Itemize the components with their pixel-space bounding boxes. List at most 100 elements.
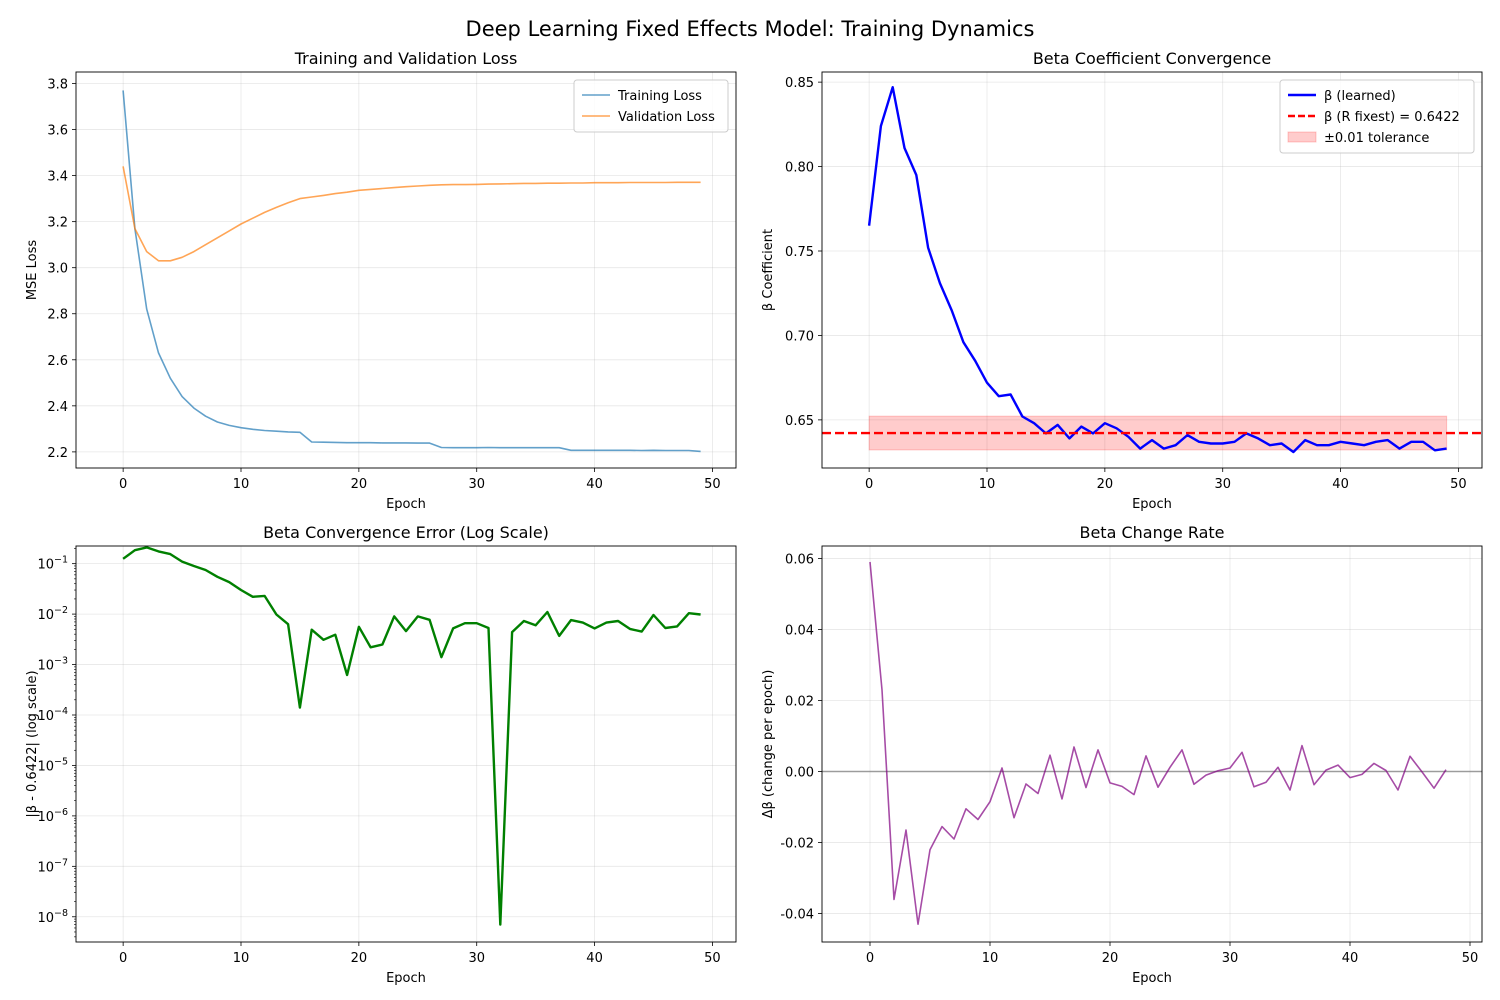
- legend: β (learned) β (R fixest) = 0.6422 ±0.01 to…: [1279, 79, 1475, 154]
- x-tick-label: 20: [351, 477, 368, 492]
- axes-frame: [75, 545, 737, 943]
- y-tick-exponent: −1: [54, 555, 68, 566]
- chart-1: 0 10 20 30 40 50 2.2 2.4 2.6 2.8 3.0 3.2 3.4 3.6 3.8 Tr…: [25, 49, 737, 512]
- y-tick-label: 10−8: [37, 908, 68, 926]
- y-tick-exponent: −5: [54, 756, 68, 767]
- chart-title: Beta Change Rate: [1079, 523, 1224, 542]
- x-axis-label: Epoch: [1132, 971, 1172, 986]
- x-tick-label: 20: [1102, 951, 1119, 966]
- axes-frame: [75, 71, 737, 469]
- x-tick-label: 40: [586, 951, 603, 966]
- y-tick-label: 0.06: [785, 552, 814, 567]
- y-tick-exponent: −6: [54, 807, 68, 818]
- y-tick-label: 10−6: [37, 807, 68, 825]
- x-tick-label: 30: [468, 477, 485, 492]
- x-tick-label: 20: [1097, 477, 1114, 492]
- x-tick-label: 50: [704, 477, 721, 492]
- chart-title: Beta Convergence Error (Log Scale): [263, 523, 549, 542]
- axes-frame: [821, 71, 1483, 469]
- x-tick-label: 40: [1342, 951, 1359, 966]
- y-tick-label: 2.4: [47, 400, 68, 415]
- plot-area: [76, 72, 736, 468]
- x-axis-label: Epoch: [386, 971, 426, 986]
- y-axis-label: |β - 0.6422| (log scale): [25, 670, 40, 817]
- plot-area: [822, 546, 1482, 942]
- x-tick-label: 20: [351, 951, 368, 966]
- x-tick-label: 0: [865, 477, 873, 492]
- y-tick-base: 10: [37, 860, 54, 875]
- series-line-1: [867, 85, 1447, 454]
- y-tick-base: 10: [37, 759, 54, 774]
- y-tick-label: 2.2: [47, 446, 68, 461]
- x-tick-label: 30: [468, 951, 485, 966]
- y-tick-label: 10−4: [37, 706, 68, 724]
- chart-3: 0 10 20 30 40 5010−810−710−610−510−410−310−21…: [25, 523, 737, 986]
- x-tick-label: 10: [982, 951, 999, 966]
- series-line-1: [122, 90, 701, 453]
- y-axis-label: MSE Loss: [25, 240, 40, 301]
- chart-title: Beta Coefficient Convergence: [1033, 49, 1271, 68]
- y-tick-label: 3.2: [47, 216, 68, 231]
- legend-label: Validation Loss: [618, 110, 715, 125]
- y-tick-label: 10−7: [37, 857, 68, 875]
- x-tick-label: 10: [233, 477, 250, 492]
- chart-2: 0 10 20 30 40 50 0.65 0.70 0.75 0.80 0.85 Beta Coef…: [761, 49, 1483, 512]
- x-axis-label: Epoch: [1132, 497, 1172, 512]
- x-tick-label: 50: [704, 951, 721, 966]
- y-tick-exponent: −2: [54, 605, 68, 616]
- figure-suptitle: Deep Learning Fixed Effects Model: Train…: [466, 17, 1035, 41]
- legend-swatch: [1287, 131, 1317, 143]
- legend-box: [573, 79, 729, 133]
- y-tick-label: 10−3: [37, 656, 68, 674]
- y-tick-base: 10: [37, 810, 54, 825]
- plot-area: [76, 546, 736, 942]
- y-tick-label: 3.4: [47, 170, 68, 185]
- y-tick-label: 10−2: [37, 605, 68, 623]
- y-tick-exponent: −8: [54, 908, 68, 919]
- axes-frame: [821, 545, 1483, 943]
- legend-label: β (learned): [1324, 89, 1396, 104]
- y-tick-label: 0.02: [785, 694, 814, 709]
- y-tick-label: 3.6: [47, 124, 68, 139]
- x-tick-label: 50: [1450, 477, 1467, 492]
- chart-4: 0 10 20 30 40 50 -0.04 -0.02 0.00 0.02 0.04 0.06 Bet…: [761, 523, 1483, 986]
- y-tick-exponent: −3: [54, 656, 68, 667]
- y-axis-label: Δβ (change per epoch): [761, 670, 776, 819]
- legend: Training Loss Validation Loss: [573, 79, 729, 133]
- y-tick-exponent: −7: [54, 857, 68, 868]
- y-axis-label: β Coefficient: [761, 229, 776, 311]
- x-tick-label: 0: [119, 477, 127, 492]
- series-line-2: [122, 166, 701, 262]
- legend-label: Training Loss: [617, 89, 702, 104]
- x-tick-label: 30: [1222, 951, 1239, 966]
- y-tick-label: 0.00: [785, 766, 814, 781]
- x-axis-label: Epoch: [386, 497, 426, 512]
- y-tick-label: 0.65: [785, 414, 814, 429]
- x-tick-label: 0: [119, 951, 127, 966]
- legend-label: β (R fixest) = 0.6422: [1324, 110, 1460, 125]
- y-tick-label: -0.04: [780, 908, 814, 923]
- y-tick-label: 10−5: [37, 756, 68, 774]
- y-tick-label: 0.70: [785, 329, 814, 344]
- series-line-1: [869, 561, 1447, 926]
- y-tick-label: 0.75: [785, 245, 814, 260]
- y-tick-label: -0.02: [780, 837, 814, 852]
- y-tick-label: 0.80: [785, 161, 814, 176]
- y-tick-label: 2.6: [47, 354, 68, 369]
- legend-label: ±0.01 tolerance: [1324, 131, 1429, 146]
- y-tick-exponent: −4: [54, 706, 68, 717]
- x-tick-label: 30: [1214, 477, 1231, 492]
- y-tick-label: 3.8: [47, 78, 68, 93]
- x-tick-label: 50: [1462, 951, 1479, 966]
- x-tick-label: 40: [1332, 477, 1349, 492]
- y-tick-label: 10−1: [37, 555, 68, 573]
- chart-title: Training and Validation Loss: [294, 49, 518, 68]
- y-tick-base: 10: [37, 659, 54, 674]
- y-tick-base: 10: [37, 558, 54, 573]
- y-tick-base: 10: [37, 709, 54, 724]
- y-tick-label: 0.85: [785, 76, 814, 91]
- x-tick-label: 0: [866, 951, 874, 966]
- y-tick-label: 2.8: [47, 308, 68, 323]
- y-tick-label: 3.0: [47, 262, 68, 277]
